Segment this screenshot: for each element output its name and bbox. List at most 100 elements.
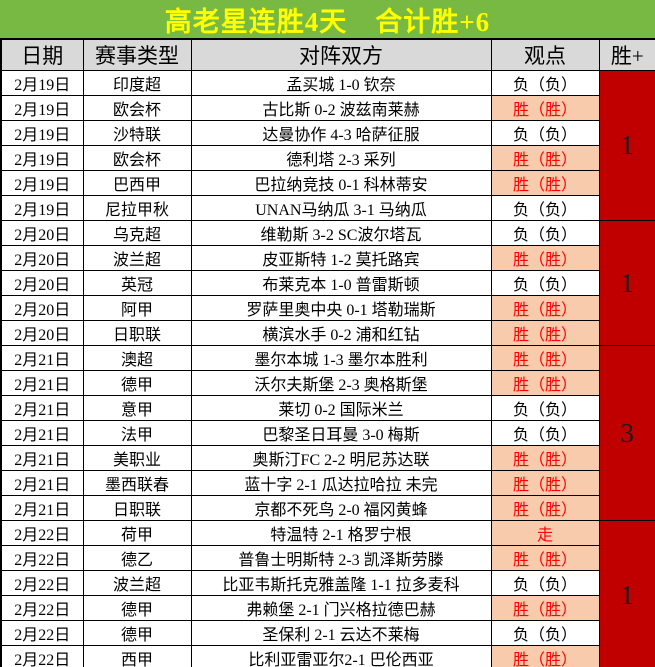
opinion-cell: 胜（胜） <box>490 170 600 196</box>
match-cell: 达曼协作 4-3 哈萨征服 <box>190 120 492 146</box>
table-row: 2月19日 印度超 孟买城 1-0 钦奈 负（负） 1 <box>0 70 655 221</box>
league-cell: 波兰超 <box>82 245 192 271</box>
table-row: 2月20日 波兰超 皮亚斯特 1-2 莫托路宾 胜（胜） <box>0 245 655 271</box>
table-row: 2月20日 英冠 布莱克本 1-0 普雷斯顿 负（负） <box>0 270 655 296</box>
match-cell: 横滨水手 0-2 浦和红钻 <box>190 320 492 346</box>
column-header-league: 赛事类型 <box>82 38 192 71</box>
league-cell: 欧会杯 <box>82 145 192 171</box>
match-cell: 布莱克本 1-0 普雷斯顿 <box>190 270 492 296</box>
league-cell: 波兰超 <box>82 570 192 596</box>
match-cell: 德利塔 2-3 采列 <box>190 145 492 171</box>
opinion-cell: 胜（胜） <box>490 245 600 271</box>
opinion-cell: 负（负） <box>490 270 600 296</box>
opinion-cell: 胜（胜） <box>490 370 600 396</box>
match-cell: 奥斯汀FC 2-2 明尼苏达联 <box>190 445 492 471</box>
table-row: 2月19日 欧会杯 德利塔 2-3 采列 胜（胜） <box>0 145 655 171</box>
date-cell: 2月20日 <box>0 295 84 321</box>
table-row: 2月19日 尼拉甲秋 UNAN马纳瓜 3-1 马纳瓜 负（负） <box>0 195 655 221</box>
match-cell: 墨尔本城 1-3 墨尔本胜利 <box>190 345 492 371</box>
league-cell: 德乙 <box>82 545 192 571</box>
match-cell: 维勒斯 3-2 SC波尔塔瓦 <box>190 220 492 246</box>
date-cell: 2月20日 <box>0 320 84 346</box>
opinion-cell: 胜（胜） <box>490 445 600 471</box>
opinion-cell: 负（负） <box>490 620 600 646</box>
table-row: 2月21日 意甲 莱切 0-2 国际米兰 负（负） <box>0 395 655 421</box>
match-cell: 特温特 2-1 格罗宁根 <box>190 520 492 546</box>
league-cell: 意甲 <box>82 395 192 421</box>
match-cell: 蓝十字 2-1 瓜达拉哈拉 未完 <box>190 470 492 496</box>
column-header-score: 胜+ <box>598 38 655 71</box>
date-cell: 2月19日 <box>0 195 84 221</box>
match-cell: 莱切 0-2 国际米兰 <box>190 395 492 421</box>
header-row: 日期 赛事类型 对阵双方 观点 胜+ <box>0 38 655 71</box>
league-cell: 乌克超 <box>82 220 192 246</box>
match-cell: 比利亚雷亚尔2-1 巴伦西亚 <box>190 645 492 667</box>
table-row: 2月19日 巴西甲 巴拉纳竞技 0-1 科林蒂安 胜（胜） <box>0 170 655 196</box>
score-cell: 3 <box>598 345 655 521</box>
table-row: 2月21日 墨西联春 蓝十字 2-1 瓜达拉哈拉 未完 胜（胜） <box>0 470 655 496</box>
match-cell: 圣保利 2-1 云达不莱梅 <box>190 620 492 646</box>
score-cell: 1 <box>598 520 655 667</box>
match-cell: 罗萨里奥中央 0-1 塔勒瑞斯 <box>190 295 492 321</box>
opinion-cell: 胜（胜） <box>490 320 600 346</box>
table-row: 2月21日 日职联 京都不死鸟 2-0 福冈黄蜂 胜（胜） <box>0 495 655 521</box>
table-row: 2月22日 荷甲 特温特 2-1 格罗宁根 走 1 <box>0 520 655 667</box>
match-cell: 巴拉纳竞技 0-1 科林蒂安 <box>190 170 492 196</box>
opinion-cell: 负（负） <box>490 420 600 446</box>
opinion-cell: 胜（胜） <box>490 295 600 321</box>
date-cell: 2月19日 <box>0 95 84 121</box>
table-row: 2月20日 阿甲 罗萨里奥中央 0-1 塔勒瑞斯 胜（胜） <box>0 295 655 321</box>
league-cell: 尼拉甲秋 <box>82 195 192 221</box>
column-header-match: 对阵双方 <box>190 38 492 71</box>
league-cell: 欧会杯 <box>82 95 192 121</box>
league-cell: 荷甲 <box>82 520 192 546</box>
league-cell: 巴西甲 <box>82 170 192 196</box>
opinion-cell: 胜（胜） <box>490 95 600 121</box>
results-table: 日期 赛事类型 对阵双方 观点 胜+ 2月19日 印度超 孟买城 1-0 钦奈 … <box>0 38 655 667</box>
league-cell: 阿甲 <box>82 295 192 321</box>
league-cell: 德甲 <box>82 595 192 621</box>
column-header-opinion: 观点 <box>490 38 600 71</box>
opinion-cell: 走 <box>490 520 600 546</box>
date-cell: 2月22日 <box>0 570 84 596</box>
date-cell: 2月22日 <box>0 595 84 621</box>
table-row: 2月21日 法甲 巴黎圣日耳曼 3-0 梅斯 负（负） <box>0 420 655 446</box>
table-row: 2月21日 德甲 沃尔夫斯堡 2-3 奥格斯堡 胜（胜） <box>0 370 655 396</box>
date-cell: 2月22日 <box>0 620 84 646</box>
table-row: 2月22日 波兰超 比亚韦斯托克雅盖隆 1-1 拉多麦科 负（负） <box>0 570 655 596</box>
date-cell: 2月22日 <box>0 645 84 667</box>
table-row: 2月20日 乌克超 维勒斯 3-2 SC波尔塔瓦 负（负） 1 <box>0 220 655 346</box>
league-cell: 美职业 <box>82 445 192 471</box>
league-cell: 印度超 <box>82 70 192 96</box>
date-cell: 2月21日 <box>0 420 84 446</box>
date-cell: 2月21日 <box>0 395 84 421</box>
opinion-cell: 胜（胜） <box>490 595 600 621</box>
table-row: 2月19日 沙特联 达曼协作 4-3 哈萨征服 负（负） <box>0 120 655 146</box>
league-cell: 英冠 <box>82 270 192 296</box>
date-cell: 2月21日 <box>0 495 84 521</box>
table-row: 2月22日 德甲 圣保利 2-1 云达不莱梅 负（负） <box>0 620 655 646</box>
opinion-cell: 胜（胜） <box>490 470 600 496</box>
league-cell: 西甲 <box>82 645 192 667</box>
opinion-cell: 胜（胜） <box>490 545 600 571</box>
column-header-date: 日期 <box>0 38 84 71</box>
date-cell: 2月22日 <box>0 545 84 571</box>
match-cell: 比亚韦斯托克雅盖隆 1-1 拉多麦科 <box>190 570 492 596</box>
table-row: 2月21日 美职业 奥斯汀FC 2-2 明尼苏达联 胜（胜） <box>0 445 655 471</box>
score-cell: 1 <box>598 70 655 221</box>
date-cell: 2月19日 <box>0 70 84 96</box>
date-cell: 2月22日 <box>0 520 84 546</box>
banner-title: 高老星连胜4天 合计胜+6 <box>0 0 655 38</box>
match-cell: 巴黎圣日耳曼 3-0 梅斯 <box>190 420 492 446</box>
opinion-cell: 胜（胜） <box>490 495 600 521</box>
league-cell: 沙特联 <box>82 120 192 146</box>
table-row: 2月20日 日职联 横滨水手 0-2 浦和红钻 胜（胜） <box>0 320 655 346</box>
date-cell: 2月19日 <box>0 145 84 171</box>
date-cell: 2月20日 <box>0 220 84 246</box>
date-cell: 2月19日 <box>0 120 84 146</box>
match-cell: 京都不死鸟 2-0 福冈黄蜂 <box>190 495 492 521</box>
match-cell: 皮亚斯特 1-2 莫托路宾 <box>190 245 492 271</box>
opinion-cell: 负（负） <box>490 195 600 221</box>
date-cell: 2月21日 <box>0 445 84 471</box>
